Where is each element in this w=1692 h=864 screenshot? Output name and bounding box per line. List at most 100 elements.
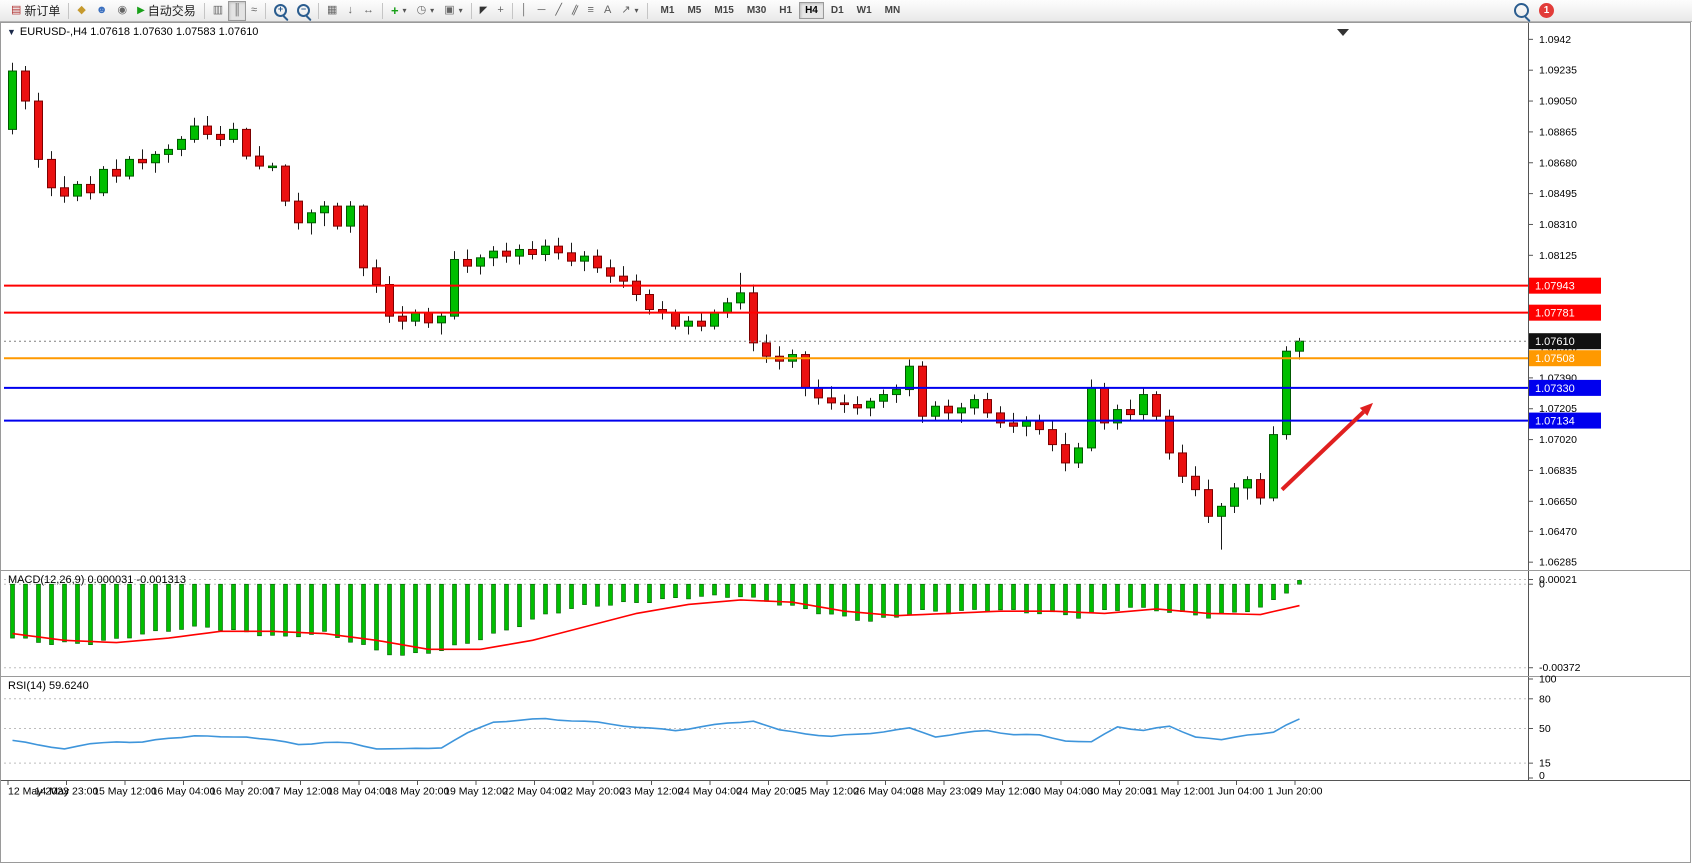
- candle: [476, 254, 485, 275]
- candle-chart-button[interactable]: ║: [228, 0, 246, 21]
- candle: [333, 202, 342, 230]
- support-button[interactable]: ☻: [91, 1, 113, 21]
- price-badge-label: 1.07134: [1535, 416, 1575, 428]
- price-axis-label: 1.08495: [1539, 188, 1577, 200]
- rsi-axis-label: 50: [1539, 723, 1551, 735]
- macd-label: MACD(12,26,9) 0.000031 -0.001313: [8, 574, 186, 586]
- price-axis-label: 1.06835: [1539, 465, 1577, 477]
- time-axis-label: 24 May 04:00: [678, 786, 742, 798]
- candle: [723, 297, 732, 318]
- zoom-out-button[interactable]: −: [292, 1, 315, 21]
- time-axis-label: 17 May 12:00: [269, 786, 333, 798]
- toolbar-separator: [265, 2, 267, 19]
- price-axis-label: 1.0942: [1539, 34, 1571, 46]
- auto-trading-button[interactable]: ▶ 自动交易: [132, 1, 201, 21]
- timeframe-button-mn[interactable]: MN: [879, 2, 907, 19]
- line-chart-button[interactable]: ≈: [246, 1, 262, 21]
- auto-scroll-button[interactable]: ↓: [342, 1, 358, 21]
- channel-button[interactable]: ∥: [567, 1, 583, 21]
- candle: [229, 122, 238, 143]
- tile-windows-button[interactable]: ▦: [322, 1, 342, 21]
- notification-badge[interactable]: 1: [1539, 3, 1554, 18]
- rsi-label: RSI(14) 59.6240: [8, 680, 89, 692]
- search-icon[interactable]: [1514, 3, 1529, 18]
- vertical-line-button[interactable]: │: [516, 1, 533, 21]
- cursor-button[interactable]: ◤: [475, 1, 493, 21]
- candle: [1139, 387, 1148, 420]
- candle: [60, 176, 69, 203]
- macd-axis-label: 0.00021: [1539, 574, 1577, 586]
- crosshair-icon: +: [497, 4, 504, 16]
- crosshair-button[interactable]: +: [492, 1, 508, 21]
- chart-menu-icon[interactable]: ▼: [7, 26, 16, 37]
- candle: [658, 301, 667, 320]
- scroll-to-end-marker[interactable]: [1337, 29, 1349, 36]
- new-order-button[interactable]: ▤ 新订单: [6, 1, 65, 21]
- price-axis-label: 1.08310: [1539, 219, 1577, 231]
- candle: [996, 406, 1005, 428]
- chart-shift-button[interactable]: ↔: [358, 1, 379, 21]
- bar-chart-button[interactable]: ▥: [208, 1, 228, 21]
- community-button[interactable]: ◉: [112, 1, 132, 21]
- price-badge-label: 1.07943: [1535, 281, 1575, 293]
- candle: [138, 149, 147, 170]
- price-badge-label: 1.07508: [1535, 353, 1575, 365]
- text-tool-button[interactable]: A: [599, 1, 616, 21]
- price-axis-label: 1.06650: [1539, 496, 1577, 508]
- fibonacci-button[interactable]: ≡: [583, 1, 599, 21]
- indicators-button[interactable]: + ▾: [386, 1, 412, 21]
- chevron-down-icon: ▾: [430, 6, 435, 15]
- timeframe-button-h4[interactable]: H4: [799, 2, 824, 19]
- candle: [606, 259, 615, 283]
- auto-trading-play-icon: ▶: [137, 4, 145, 16]
- zoom-out-sign: −: [300, 4, 307, 14]
- arrow-tool-icon: ↗: [621, 4, 631, 16]
- zoom-in-sign: +: [277, 4, 284, 14]
- timeframe-button-m5[interactable]: M5: [681, 2, 707, 19]
- indicators-icon: +: [390, 3, 399, 18]
- candle: [1191, 466, 1200, 497]
- toolbar-separator: [470, 2, 472, 19]
- candle: [99, 166, 108, 197]
- zoom-in-button[interactable]: +: [269, 1, 292, 21]
- template-button[interactable]: ▣ ▾: [439, 1, 467, 21]
- candle: [931, 401, 940, 422]
- timeframe-toolbar: M1 M5 M15 M30 H1 H4 D1 W1 MN: [655, 2, 907, 19]
- trendline-button[interactable]: ╱: [550, 1, 567, 21]
- periods-button[interactable]: ◷ ▾: [412, 1, 440, 21]
- arrow-tool-button[interactable]: ↗ ▾: [616, 1, 643, 21]
- candle: [645, 289, 654, 315]
- macd-signal-line: [12, 599, 1300, 651]
- price-badge-label: 1.07781: [1535, 308, 1575, 320]
- price-axis-label: 1.08865: [1539, 126, 1577, 138]
- candle: [1256, 472, 1265, 505]
- price-chart-canvas[interactable]: 1.0942 1.09235 1.09050 1.08865 1.08680 1.0849…: [0, 22, 1692, 864]
- timeframe-button-m30[interactable]: M30: [741, 2, 772, 19]
- candle: [593, 249, 602, 273]
- candle: [8, 62, 17, 135]
- new-order-label: 新订单: [24, 4, 61, 18]
- horizontal-line-button[interactable]: ─: [533, 1, 551, 21]
- trend-arrow-annotation[interactable]: [1280, 410, 1365, 492]
- candle: [346, 201, 355, 233]
- timeframe-button-w1[interactable]: W1: [851, 2, 878, 19]
- market-button[interactable]: ◆: [72, 1, 90, 21]
- candle: [307, 209, 316, 235]
- timeframe-button-h1[interactable]: H1: [773, 2, 798, 19]
- candle: [125, 156, 134, 180]
- macd-axis-label: -0.00372: [1539, 662, 1581, 674]
- candle: [1061, 432, 1070, 472]
- text-tool-icon: A: [603, 4, 612, 16]
- timeframe-button-d1[interactable]: D1: [825, 2, 850, 19]
- candle: [840, 394, 849, 413]
- timeframe-button-m1[interactable]: M1: [655, 2, 681, 19]
- price-axis-label: 1.08680: [1539, 157, 1577, 169]
- candle: [1074, 442, 1083, 468]
- candle: [177, 136, 186, 157]
- trendline-icon: ╱: [555, 4, 563, 16]
- chart-title: EURUSD-,H4 1.07618 1.07630 1.07583 1.076…: [19, 26, 259, 38]
- timeframe-button-m15[interactable]: M15: [708, 2, 739, 19]
- candle: [1035, 414, 1044, 435]
- candle: [1087, 379, 1096, 452]
- time-axis-label: 31 May 12:00: [1146, 786, 1210, 798]
